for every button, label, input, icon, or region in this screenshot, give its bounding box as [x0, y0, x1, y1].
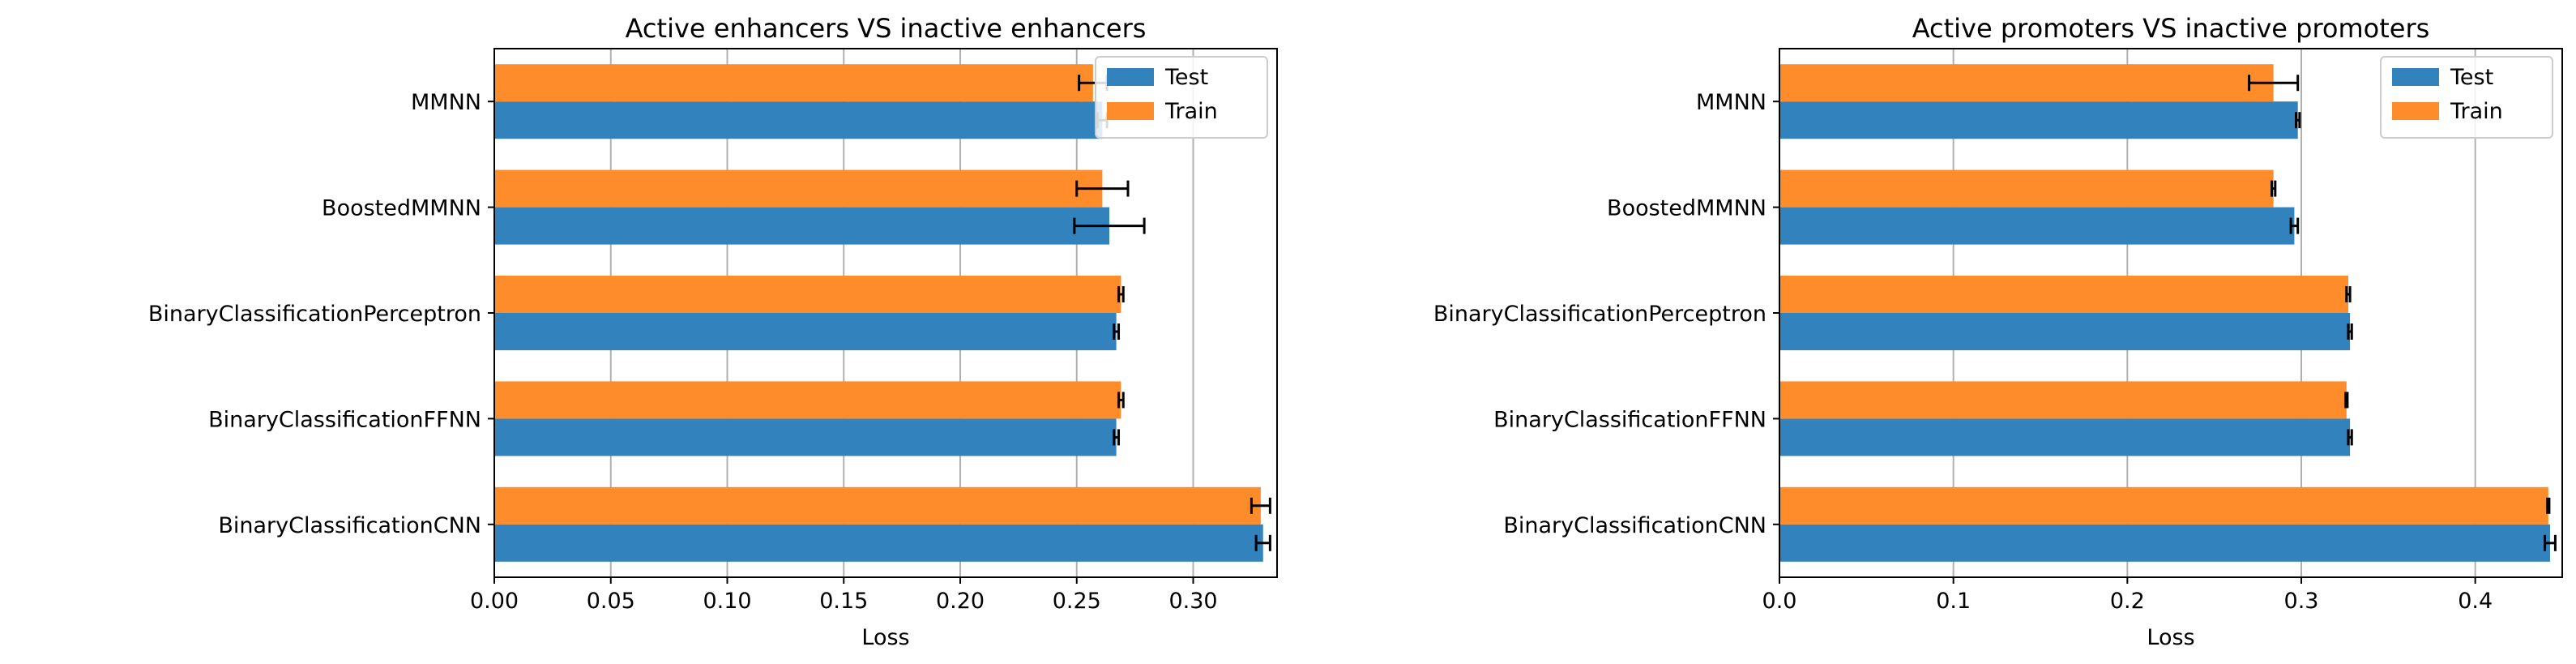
- legend: Test Train: [1095, 56, 1268, 139]
- bar-train: [1779, 486, 2548, 525]
- x-tick-label: 0.00: [470, 589, 519, 614]
- chart-title: Active enhancers VS inactive enhancers: [626, 13, 1147, 44]
- legend-label: Test: [1164, 65, 1208, 90]
- bar-train: [494, 64, 1093, 102]
- legend-swatch-train: [2392, 102, 2439, 120]
- legend-label: Train: [2450, 99, 2503, 124]
- x-tick-label: 0.20: [936, 589, 985, 614]
- x-tick-label: 0.15: [819, 589, 868, 614]
- x-axis-label: Loss: [2147, 625, 2194, 650]
- y-tick-label: BinaryClassificationCNN: [218, 513, 481, 538]
- x-tick-label: 0.2: [2110, 589, 2145, 614]
- y-tick-label: BinaryClassificationCNN: [1503, 513, 1766, 538]
- bar-train: [1779, 169, 2274, 208]
- x-ticks: 0.0 0.1 0.2 0.3 0.4: [1762, 577, 2493, 614]
- bar-train: [1779, 381, 2347, 419]
- bar-test: [494, 313, 1117, 350]
- bar-test: [1779, 524, 2550, 562]
- bar-train: [494, 381, 1121, 419]
- x-ticks: 0.00 0.05 0.10 0.15 0.20 0.25 0.30: [470, 577, 1218, 614]
- bar-test: [1779, 101, 2298, 139]
- x-tick-label: 0.05: [587, 589, 635, 614]
- y-tick-label: MMNN: [411, 90, 481, 115]
- x-tick-label: 0.4: [2458, 589, 2493, 614]
- chart-panel-enhancers: Active enhancers VS inactive enhancers L…: [148, 13, 1278, 650]
- bar-test: [1779, 207, 2295, 245]
- y-tick-label: BoostedMMNN: [1607, 196, 1766, 221]
- legend-swatch-train: [1107, 102, 1154, 120]
- bar-train: [494, 276, 1121, 313]
- legend-swatch-test: [2392, 68, 2439, 86]
- y-ticks: MMNN BoostedMMNN BinaryClassificationPerce…: [1433, 90, 1779, 538]
- legend-label: Train: [1164, 99, 1218, 124]
- y-tick-label: BinaryClassificationFFNN: [1493, 407, 1766, 432]
- x-tick-label: 0.30: [1168, 589, 1217, 614]
- bar-test: [494, 101, 1103, 139]
- x-tick-label: 0.1: [1936, 589, 1971, 614]
- y-ticks: MMNN BoostedMMNN BinaryClassificationPerce…: [148, 90, 494, 538]
- bar-test: [494, 418, 1117, 456]
- bar-test: [494, 207, 1109, 245]
- bars: [494, 64, 1271, 562]
- legend-label: Test: [2450, 65, 2493, 90]
- bars: [1779, 64, 2557, 562]
- bar-test: [1779, 313, 2351, 350]
- x-tick-label: 0.3: [2284, 589, 2319, 614]
- x-tick-label: 0.10: [703, 589, 751, 614]
- y-tick-label: BinaryClassificationFFNN: [208, 407, 481, 432]
- legend-swatch-test: [1107, 68, 1154, 86]
- bar-train: [494, 169, 1103, 208]
- legend: Test Train: [2380, 56, 2553, 139]
- x-tick-label: 0.0: [1762, 589, 1797, 614]
- bar-test: [494, 524, 1263, 562]
- bar-test: [1779, 418, 2351, 456]
- y-tick-label: BinaryClassificationPerceptron: [1433, 302, 1766, 327]
- bar-train: [1779, 64, 2274, 102]
- y-tick-label: MMNN: [1696, 90, 1766, 115]
- bar-train: [494, 486, 1261, 525]
- bar-train: [1779, 276, 2348, 313]
- y-tick-label: BoostedMMNN: [322, 196, 481, 221]
- x-tick-label: 0.25: [1053, 589, 1101, 614]
- x-axis-label: Loss: [861, 625, 909, 650]
- chart-title: Active promoters VS inactive promoters: [1912, 13, 2430, 44]
- y-tick-label: BinaryClassificationPerceptron: [148, 302, 481, 327]
- chart-panel-promoters: Active promoters VS inactive promoters L…: [1433, 13, 2563, 650]
